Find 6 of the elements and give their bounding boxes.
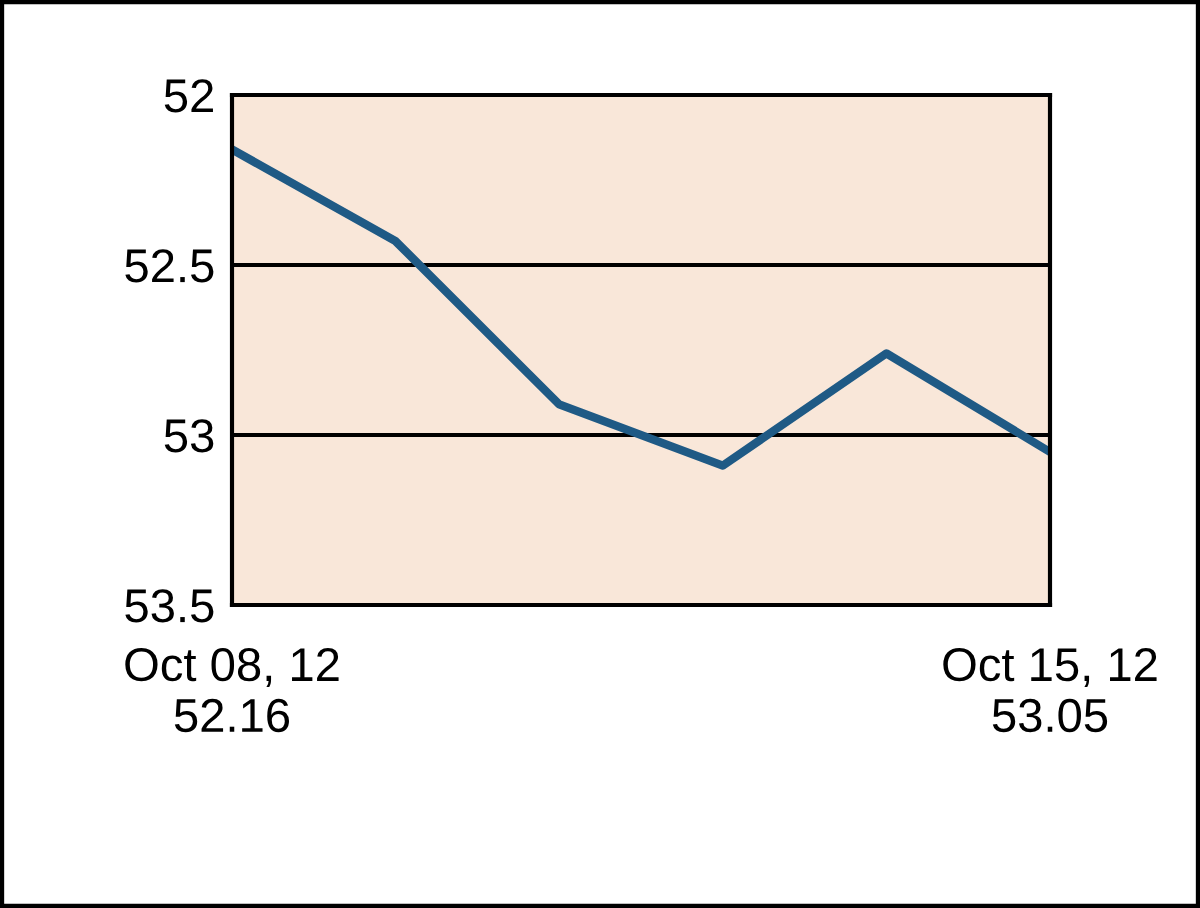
- x-tick-label: Oct 08, 12 52.16: [125, 647, 339, 733]
- y-tick-label: 53.5: [125, 589, 214, 623]
- y-tick-label: 52: [164, 79, 213, 113]
- x-tick-label: Oct 15, 12 53.05: [943, 647, 1157, 733]
- y-tick-label: 53: [164, 419, 214, 453]
- y-tick-label: 52.5: [125, 249, 214, 283]
